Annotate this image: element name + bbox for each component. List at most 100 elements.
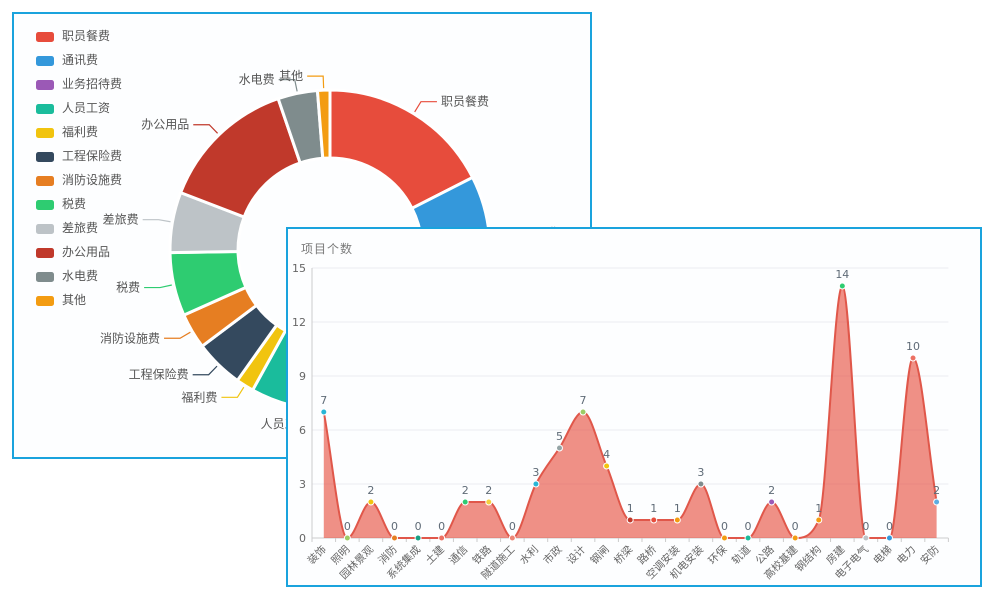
x-axis-category-label: 电梯 — [871, 543, 895, 567]
legend-item[interactable]: 职员餐费 — [36, 30, 122, 43]
x-axis-category-label: 轨道 — [729, 543, 753, 567]
data-point[interactable] — [603, 462, 611, 470]
data-point-value-label: 14 — [835, 268, 849, 281]
data-point[interactable] — [579, 408, 587, 416]
x-axis-category-label: 水利 — [518, 544, 541, 567]
data-point[interactable] — [650, 516, 658, 524]
legend-swatch-icon — [36, 247, 54, 258]
donut-label-line — [144, 284, 172, 289]
data-point-value-label: 1 — [650, 502, 657, 515]
donut-label-line — [414, 101, 437, 113]
legend-item[interactable]: 办公用品 — [36, 246, 122, 259]
legend-item[interactable]: 水电费 — [36, 270, 122, 283]
legend-swatch-icon — [36, 55, 54, 66]
legend-label: 其他 — [62, 293, 87, 307]
data-point-value-label: 0 — [721, 520, 728, 533]
data-point[interactable] — [626, 516, 634, 524]
legend-label: 人员工资 — [62, 101, 111, 115]
data-point[interactable] — [862, 534, 870, 542]
x-axis-category-label: 土建 — [423, 543, 447, 567]
data-point[interactable] — [367, 498, 375, 506]
data-point[interactable] — [555, 444, 563, 452]
legend-swatch-icon — [36, 127, 54, 138]
data-point[interactable] — [720, 534, 728, 542]
donut-label-line — [192, 365, 218, 376]
data-point-value-label: 7 — [320, 394, 327, 407]
data-point[interactable] — [744, 534, 752, 542]
x-axis-category-label: 环保 — [706, 543, 730, 567]
data-point[interactable] — [838, 282, 846, 290]
data-point[interactable] — [768, 498, 776, 506]
legend-item[interactable]: 通讯费 — [36, 54, 122, 67]
x-axis-category-label: 市政 — [541, 543, 565, 567]
data-point[interactable] — [390, 534, 398, 542]
line-chart-title: 项目个数 — [301, 242, 354, 256]
legend-swatch-icon — [36, 271, 54, 282]
x-axis-category-label: 通信 — [447, 544, 470, 567]
data-point[interactable] — [461, 498, 469, 506]
donut-label-line — [164, 331, 191, 339]
legend-label: 水电费 — [62, 269, 99, 283]
x-axis-category-label: 桥梁 — [611, 543, 635, 567]
donut-slice[interactable] — [179, 97, 302, 219]
data-point[interactable] — [485, 498, 493, 506]
data-point-value-label: 5 — [556, 430, 563, 443]
data-point[interactable] — [791, 534, 799, 542]
legend-item[interactable]: 工程保险费 — [36, 150, 122, 163]
x-axis-category-label: 电力 — [894, 543, 918, 567]
donut-label-line — [278, 79, 298, 92]
data-point[interactable] — [885, 534, 893, 542]
data-point[interactable] — [508, 534, 516, 542]
donut-label: 办公用品 — [141, 117, 189, 132]
data-point-value-label: 4 — [603, 448, 610, 461]
legend-item[interactable]: 福利费 — [36, 126, 122, 139]
data-point[interactable] — [815, 516, 823, 524]
legend-label: 消防设施费 — [62, 173, 123, 187]
y-axis-tick-label: 3 — [299, 478, 306, 491]
legend-label: 工程保险费 — [62, 149, 123, 163]
legend-swatch-icon — [36, 79, 54, 90]
data-point[interactable] — [438, 534, 446, 542]
x-axis-category-label: 设计 — [564, 543, 588, 567]
data-point-value-label: 1 — [627, 502, 634, 515]
donut-label: 消防设施费 — [100, 330, 160, 345]
legend-item[interactable]: 业务招待费 — [36, 78, 122, 91]
donut-label-line — [221, 386, 245, 398]
legend-item[interactable]: 差旅费 — [36, 222, 122, 235]
data-point[interactable] — [532, 480, 540, 488]
data-point-value-label: 0 — [344, 520, 351, 533]
donut-label-line — [193, 124, 219, 134]
data-point-value-label: 0 — [509, 520, 516, 533]
legend-item[interactable]: 税费 — [36, 198, 122, 211]
data-point-value-label: 1 — [674, 502, 681, 515]
data-point-value-label: 0 — [792, 520, 799, 533]
donut-label-line — [307, 75, 325, 89]
data-point-value-label: 0 — [745, 520, 752, 533]
data-point[interactable] — [320, 408, 328, 416]
data-point-value-label: 3 — [532, 466, 539, 479]
data-point-value-label: 7 — [580, 394, 587, 407]
data-point[interactable] — [673, 516, 681, 524]
data-point-value-label: 10 — [906, 340, 920, 353]
data-point[interactable] — [697, 480, 705, 488]
x-axis-category-label: 安防 — [918, 543, 942, 567]
data-point[interactable] — [414, 534, 422, 542]
data-point[interactable] — [933, 498, 941, 506]
legend-item[interactable]: 其他 — [36, 294, 122, 307]
data-point[interactable] — [909, 354, 917, 362]
data-point-value-label: 0 — [862, 520, 869, 533]
donut-legend: 职员餐费通讯费业务招待费人员工资福利费工程保险费消防设施费税费差旅费办公用品水电… — [36, 30, 122, 318]
data-point[interactable] — [343, 534, 351, 542]
donut-label: 职员餐费 — [441, 94, 489, 109]
legend-item[interactable]: 人员工资 — [36, 102, 122, 115]
legend-item[interactable]: 消防设施费 — [36, 174, 122, 187]
legend-swatch-icon — [36, 103, 54, 114]
donut-label-line — [142, 219, 171, 223]
legend-swatch-icon — [36, 151, 54, 162]
legend-swatch-icon — [36, 31, 54, 42]
donut-slice[interactable] — [315, 88, 332, 160]
legend-swatch-icon — [36, 223, 54, 234]
data-point-value-label: 2 — [933, 484, 940, 497]
x-axis-category-label: 钢闸 — [588, 543, 612, 567]
